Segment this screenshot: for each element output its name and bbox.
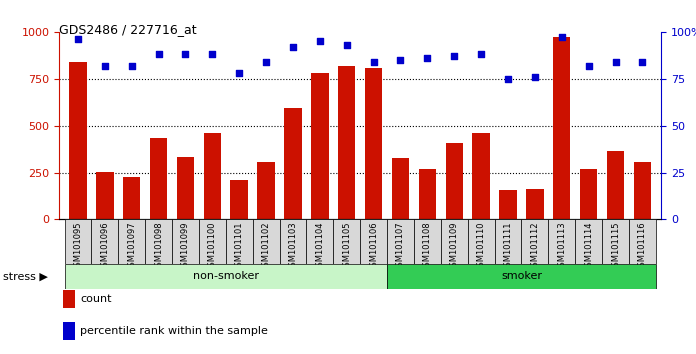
Bar [445,143,463,219]
Point [207,52,218,57]
Bar [226,219,253,264]
Text: GSM101104: GSM101104 [315,222,324,272]
Bar [333,219,361,264]
Text: GSM101106: GSM101106 [369,222,378,272]
Point [475,52,487,57]
Text: GSM101095: GSM101095 [74,222,82,272]
Point [153,52,164,57]
Bar [602,219,629,264]
Text: GSM101113: GSM101113 [557,222,567,272]
Point [341,42,352,48]
Point [100,63,111,68]
Bar [65,264,387,289]
Bar [629,219,656,264]
Bar [521,219,548,264]
Point [422,55,433,61]
Text: GSM101107: GSM101107 [396,222,405,272]
Point [395,57,406,63]
Bar [253,219,280,264]
Bar [96,172,113,219]
Bar [414,219,441,264]
Bar [91,219,118,264]
Bar [69,62,87,219]
Bar [387,264,656,289]
Text: GDS2486 / 227716_at: GDS2486 / 227716_at [59,23,197,36]
Text: GSM101114: GSM101114 [584,222,593,272]
Text: GSM101111: GSM101111 [503,222,512,272]
Bar [306,219,333,264]
Bar [361,219,387,264]
Text: GSM101116: GSM101116 [638,222,647,272]
Bar [230,180,248,219]
Bar [284,108,302,219]
Text: GSM101110: GSM101110 [477,222,486,272]
Bar [204,133,221,219]
Point [556,35,567,40]
Bar [607,151,624,219]
Text: GSM101099: GSM101099 [181,222,190,272]
Text: non-smoker: non-smoker [193,271,259,281]
Bar [387,219,414,264]
Text: GSM101096: GSM101096 [100,222,109,272]
Bar [499,190,516,219]
Text: GSM101100: GSM101100 [208,222,217,272]
Point [610,59,621,65]
Bar [441,219,468,264]
Point [287,44,299,50]
Bar [280,219,306,264]
Bar [418,169,436,219]
Text: count: count [80,294,111,304]
Point [583,63,594,68]
Point [180,52,191,57]
Text: GSM101098: GSM101098 [154,222,163,272]
Bar [65,219,91,264]
Text: GSM101105: GSM101105 [342,222,351,272]
Text: GSM101108: GSM101108 [423,222,432,272]
Text: GSM101097: GSM101097 [127,222,136,272]
Bar [575,219,602,264]
Bar [495,219,521,264]
Bar [338,65,356,219]
Bar [633,162,651,219]
Point [637,59,648,65]
Bar [311,73,329,219]
Bar [548,219,575,264]
Text: stress ▶: stress ▶ [3,272,48,282]
Bar [172,219,199,264]
Point [234,70,245,76]
Point [260,59,271,65]
Bar [392,158,409,219]
Bar [145,219,172,264]
Text: GSM101115: GSM101115 [611,222,620,272]
Bar [177,156,194,219]
Bar [365,68,382,219]
Bar [468,219,495,264]
Text: GSM101101: GSM101101 [235,222,244,272]
Bar [150,138,167,219]
Point [368,59,379,65]
Bar [123,177,141,219]
Bar [526,189,544,219]
Point [72,36,84,42]
Text: GSM101103: GSM101103 [288,222,297,272]
Text: GSM101102: GSM101102 [262,222,271,272]
Bar [473,133,490,219]
Text: percentile rank within the sample: percentile rank within the sample [80,326,268,336]
Point [530,74,541,80]
Text: GSM101112: GSM101112 [530,222,539,272]
Bar [553,38,571,219]
Point [126,63,137,68]
Text: smoker: smoker [501,271,542,281]
Bar [258,162,275,219]
Point [315,38,326,44]
Bar [118,219,145,264]
Point [503,76,514,81]
Bar [199,219,226,264]
Point [449,53,460,59]
Text: GSM101109: GSM101109 [450,222,459,272]
Bar [580,169,597,219]
